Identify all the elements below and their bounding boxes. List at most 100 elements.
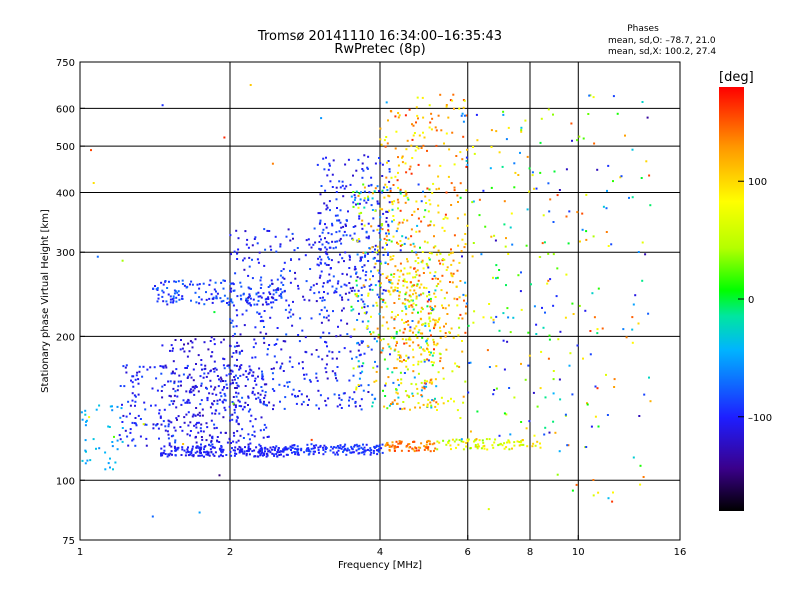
data-point	[143, 401, 146, 404]
data-point	[387, 343, 390, 346]
data-point	[416, 269, 419, 272]
data-point	[612, 180, 614, 183]
data-point	[127, 400, 130, 403]
data-point	[348, 258, 351, 261]
data-point	[368, 285, 371, 288]
data-point	[464, 281, 467, 284]
data-point	[592, 235, 595, 238]
data-point	[222, 338, 225, 341]
data-point	[405, 342, 408, 345]
data-point	[335, 357, 338, 360]
data-point	[452, 93, 455, 96]
data-point	[387, 160, 390, 162]
data-point	[389, 281, 392, 284]
data-point	[341, 184, 344, 187]
data-point	[410, 228, 413, 231]
data-point	[218, 455, 221, 458]
data-point	[108, 426, 111, 428]
data-point	[380, 191, 383, 194]
data-point	[616, 112, 619, 115]
data-point	[372, 304, 375, 307]
data-point	[486, 349, 489, 352]
data-point	[390, 240, 393, 243]
data-point	[386, 441, 389, 444]
data-point	[589, 353, 592, 356]
data-point	[451, 438, 454, 441]
data-point	[174, 447, 176, 449]
data-point	[462, 120, 465, 123]
data-point	[417, 372, 420, 375]
data-point	[395, 332, 398, 335]
data-point	[273, 448, 276, 451]
data-point	[191, 346, 194, 349]
data-point	[355, 356, 358, 359]
data-point	[336, 366, 339, 368]
data-point	[446, 266, 449, 269]
data-point	[199, 427, 202, 430]
data-point	[317, 212, 320, 215]
data-point	[401, 310, 404, 312]
data-point	[388, 280, 391, 283]
data-point	[426, 337, 429, 340]
data-point	[308, 379, 311, 382]
data-point	[247, 450, 250, 453]
data-point	[392, 235, 395, 238]
data-point	[133, 394, 136, 397]
data-point	[116, 439, 119, 442]
data-point	[95, 447, 97, 450]
data-point	[447, 400, 450, 403]
data-point	[166, 455, 169, 458]
data-point	[195, 386, 198, 388]
data-point	[342, 450, 344, 453]
data-point	[222, 364, 225, 367]
data-point	[253, 449, 256, 452]
data-point	[460, 440, 463, 443]
data-point	[444, 213, 447, 216]
data-point	[403, 278, 406, 281]
data-point	[318, 291, 321, 294]
data-point	[456, 298, 459, 301]
data-point	[285, 299, 288, 302]
data-point	[413, 284, 416, 287]
data-point	[269, 293, 272, 295]
data-point	[421, 332, 424, 335]
data-point	[452, 336, 455, 339]
data-point	[259, 331, 262, 334]
data-point	[336, 219, 339, 222]
data-point	[249, 420, 252, 423]
data-point	[169, 452, 172, 455]
data-point	[169, 298, 172, 301]
data-point	[412, 276, 415, 279]
data-point	[275, 361, 278, 364]
data-point	[340, 407, 343, 409]
data-point	[357, 206, 360, 209]
data-point	[404, 201, 407, 204]
data-point	[368, 247, 371, 250]
data-point	[367, 320, 370, 323]
data-point	[513, 441, 516, 444]
data-point	[271, 388, 274, 391]
data-point	[171, 298, 174, 301]
data-point	[220, 445, 223, 447]
data-point	[431, 117, 434, 120]
data-point	[531, 445, 534, 448]
data-point	[267, 450, 270, 453]
data-point	[419, 317, 422, 320]
data-point	[116, 448, 119, 451]
data-point	[450, 182, 453, 185]
data-point	[374, 284, 377, 287]
data-point	[459, 417, 462, 419]
data-point	[469, 361, 472, 364]
data-point	[313, 446, 316, 449]
data-point	[451, 99, 454, 102]
data-point	[463, 246, 466, 249]
data-point	[596, 168, 599, 171]
data-point	[205, 439, 208, 442]
data-point	[377, 336, 380, 339]
data-point	[380, 224, 383, 227]
data-point	[167, 433, 170, 436]
data-point	[414, 292, 417, 295]
data-point	[136, 371, 139, 374]
data-point	[312, 450, 315, 453]
data-point	[456, 269, 459, 272]
